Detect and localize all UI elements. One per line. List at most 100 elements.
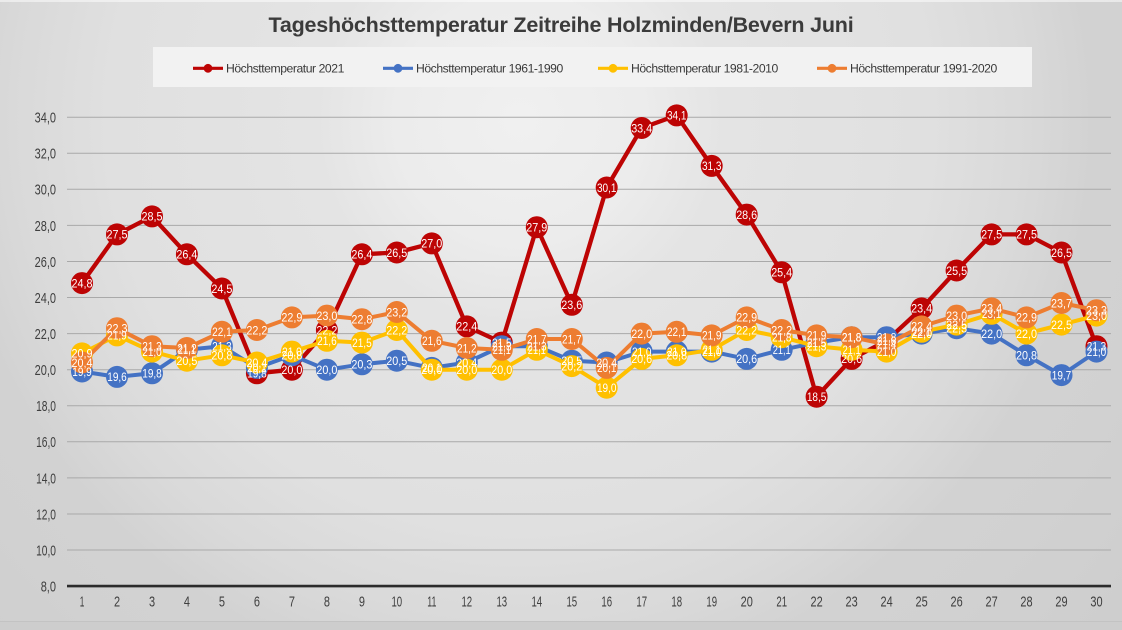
svg-text:22,2: 22,2 [246, 323, 267, 337]
svg-text:10: 10 [391, 595, 402, 611]
svg-text:21,3: 21,3 [807, 340, 827, 354]
svg-text:2: 2 [114, 595, 120, 611]
svg-text:21,9: 21,9 [107, 329, 127, 343]
svg-text:26,4: 26,4 [351, 248, 372, 262]
svg-text:20,6: 20,6 [736, 352, 757, 366]
svg-text:8: 8 [324, 595, 330, 611]
svg-text:23,2: 23,2 [386, 305, 407, 319]
svg-text:20,9: 20,9 [72, 347, 93, 361]
svg-text:20,8: 20,8 [1016, 349, 1037, 363]
svg-text:Höchsttemperatur 1961-1990: Höchsttemperatur 1961-1990 [416, 62, 564, 76]
svg-text:22,8: 22,8 [351, 313, 372, 327]
svg-text:28,0: 28,0 [35, 219, 56, 235]
svg-text:18,5: 18,5 [807, 390, 827, 404]
svg-text:21,8: 21,8 [877, 331, 897, 345]
svg-text:20,4: 20,4 [456, 356, 477, 370]
svg-text:31,3: 31,3 [702, 159, 722, 173]
svg-text:14: 14 [531, 595, 542, 611]
svg-text:20,5: 20,5 [176, 354, 197, 368]
svg-text:23,0: 23,0 [1086, 309, 1107, 323]
svg-text:21,0: 21,0 [632, 345, 652, 359]
svg-text:23,6: 23,6 [561, 298, 582, 312]
svg-text:26,4: 26,4 [176, 248, 197, 262]
svg-text:22,0: 22,0 [981, 327, 1002, 341]
svg-text:22,2: 22,2 [386, 323, 407, 337]
svg-text:19,7: 19,7 [1052, 368, 1072, 382]
svg-text:26: 26 [951, 595, 963, 611]
svg-text:8,0: 8,0 [41, 580, 56, 596]
svg-text:19,0: 19,0 [597, 381, 617, 395]
svg-text:28,5: 28,5 [142, 210, 163, 224]
svg-text:21,3: 21,3 [1087, 340, 1107, 354]
svg-text:24,8: 24,8 [72, 276, 93, 290]
svg-text:15: 15 [566, 595, 577, 611]
svg-text:20,0: 20,0 [421, 363, 442, 377]
svg-text:22,0: 22,0 [631, 327, 652, 341]
svg-text:21,6: 21,6 [877, 334, 897, 348]
svg-text:26,0: 26,0 [35, 255, 56, 271]
svg-text:20,5: 20,5 [386, 354, 407, 368]
svg-text:Höchsttemperatur 1981-2010: Höchsttemperatur 1981-2010 [631, 62, 779, 76]
svg-text:26,5: 26,5 [386, 246, 407, 260]
svg-text:20,8: 20,8 [281, 349, 302, 363]
svg-text:19,8: 19,8 [247, 367, 267, 381]
svg-text:21,3: 21,3 [212, 340, 232, 354]
svg-text:22,5: 22,5 [1051, 318, 1072, 332]
svg-text:9: 9 [359, 595, 365, 611]
svg-text:30,1: 30,1 [597, 181, 617, 195]
svg-text:4: 4 [184, 595, 190, 611]
svg-text:27,9: 27,9 [526, 221, 547, 235]
svg-text:33,4: 33,4 [631, 121, 652, 135]
svg-text:20,0: 20,0 [491, 363, 512, 377]
svg-text:23,3: 23,3 [1086, 304, 1107, 318]
svg-text:27,5: 27,5 [1016, 228, 1037, 242]
svg-text:21,1: 21,1 [703, 343, 721, 357]
svg-text:23,4: 23,4 [981, 302, 1002, 316]
svg-text:19,8: 19,8 [142, 367, 162, 381]
svg-text:19,9: 19,9 [72, 365, 92, 379]
svg-text:22,1: 22,1 [667, 325, 687, 339]
svg-text:20,0: 20,0 [281, 363, 302, 377]
svg-text:12,0: 12,0 [36, 507, 56, 523]
svg-text:21,3: 21,3 [527, 340, 547, 354]
svg-text:5: 5 [219, 595, 225, 611]
svg-text:32,0: 32,0 [35, 147, 56, 163]
svg-text:20,3: 20,3 [351, 358, 372, 372]
svg-text:22,0: 22,0 [911, 327, 932, 341]
svg-text:21,9: 21,9 [702, 329, 722, 343]
svg-text:22,4: 22,4 [456, 320, 477, 334]
svg-text:20,6: 20,6 [841, 352, 862, 366]
svg-text:23,0: 23,0 [946, 309, 967, 323]
svg-text:Höchsttemperatur 1991-2020: Höchsttemperatur 1991-2020 [850, 62, 998, 76]
svg-text:20,4: 20,4 [246, 356, 267, 370]
svg-text:24: 24 [881, 595, 893, 611]
svg-text:29: 29 [1055, 595, 1067, 611]
svg-text:21,8: 21,8 [772, 331, 792, 345]
svg-text:21,6: 21,6 [317, 334, 337, 348]
svg-text:20: 20 [741, 595, 753, 611]
svg-text:20,1: 20,1 [597, 361, 617, 375]
svg-text:13: 13 [496, 595, 507, 611]
svg-text:34,0: 34,0 [35, 111, 56, 127]
svg-text:21: 21 [776, 595, 787, 611]
svg-text:22,9: 22,9 [736, 311, 757, 325]
svg-text:21,1: 21,1 [528, 343, 546, 357]
svg-text:20,8: 20,8 [211, 349, 232, 363]
svg-text:28,6: 28,6 [736, 208, 757, 222]
svg-text:21,0: 21,0 [877, 345, 897, 359]
svg-text:22: 22 [811, 595, 823, 611]
svg-text:21,0: 21,0 [702, 345, 722, 359]
svg-text:22,3: 22,3 [107, 322, 128, 336]
svg-text:18: 18 [671, 595, 682, 611]
svg-text:21,6: 21,6 [422, 334, 442, 348]
svg-text:21,1: 21,1 [773, 343, 791, 357]
svg-text:27: 27 [986, 595, 998, 611]
svg-text:22,2: 22,2 [771, 323, 792, 337]
svg-text:23,0: 23,0 [316, 309, 337, 323]
svg-text:20,8: 20,8 [666, 349, 687, 363]
svg-text:3: 3 [149, 595, 155, 611]
svg-text:18,0: 18,0 [36, 399, 56, 415]
svg-text:22,4: 22,4 [911, 320, 932, 334]
svg-text:30,0: 30,0 [35, 183, 56, 199]
svg-text:22,0: 22,0 [35, 327, 56, 343]
